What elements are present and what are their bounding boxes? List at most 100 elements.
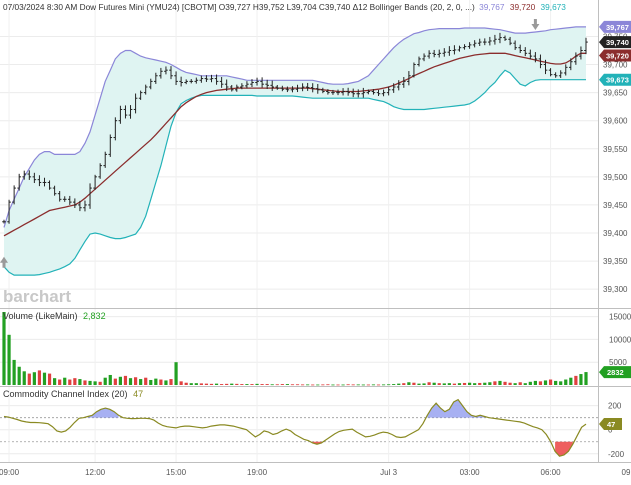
last-price-badge-text: 39,740 xyxy=(606,38,629,47)
price-bar xyxy=(508,36,512,46)
volume-bar xyxy=(311,384,315,386)
volume-bar xyxy=(98,381,102,385)
volume-bar xyxy=(58,379,62,385)
volume-bar xyxy=(407,382,411,385)
volume-bar xyxy=(78,379,82,385)
price-bar xyxy=(417,56,421,67)
volume-bar xyxy=(2,312,6,385)
middle-band-badge-text: 39,720 xyxy=(606,52,629,61)
volume-bar xyxy=(346,384,350,386)
volume-bar xyxy=(214,383,219,385)
price-header: 07/03/2024 8:30 AM Dow Futures Mini (YMU… xyxy=(3,2,566,12)
time-axis: 09:00 12:00 15:00 19:00 Jul 3 03:00 06:00 09:00 xyxy=(0,468,631,477)
volume-bar xyxy=(240,384,244,385)
price-bar xyxy=(396,80,401,91)
volume-axis-label: 10000 xyxy=(609,335,631,344)
last-price-badge-shape xyxy=(599,36,631,49)
volume-bar xyxy=(427,382,431,385)
volume-bar xyxy=(225,383,229,385)
time-axis-label: 09:00 xyxy=(622,468,631,477)
volume-bar xyxy=(402,383,406,385)
volume-bars xyxy=(2,312,588,386)
volume-bar xyxy=(22,371,26,385)
volume-bar xyxy=(37,370,42,385)
volume-bar xyxy=(331,384,335,386)
volume-bar xyxy=(366,384,370,386)
cci-oversold-fill xyxy=(312,441,322,445)
price-bar xyxy=(78,200,82,212)
volume-last-badge-text: 2832 xyxy=(607,368,624,377)
volume-bar xyxy=(108,374,112,385)
volume-bar xyxy=(321,384,325,386)
volume-bar xyxy=(42,372,47,385)
price-bar xyxy=(37,175,42,187)
volume-bar xyxy=(457,383,462,385)
volume-bar xyxy=(12,359,16,385)
cci-title-value: 47 xyxy=(133,389,143,399)
price-bar xyxy=(159,67,163,79)
price-axis-label: 39,300 xyxy=(603,285,628,294)
price-bar xyxy=(280,85,285,92)
volume-bar xyxy=(295,384,300,386)
volume-bar xyxy=(230,383,234,385)
volume-bar xyxy=(462,382,467,385)
volume-bar xyxy=(488,382,492,385)
price-bar xyxy=(326,89,330,95)
lower-band-badge-shape xyxy=(599,73,631,86)
volume-bar xyxy=(144,377,148,385)
volume-bar xyxy=(452,383,457,385)
price-bar xyxy=(523,47,528,57)
volume-bar xyxy=(351,384,355,386)
price-bar xyxy=(62,196,67,202)
cci-line xyxy=(3,398,587,457)
volume-bar xyxy=(285,384,290,385)
price-bar xyxy=(533,52,538,63)
volume-bar xyxy=(513,383,517,385)
volume-bar xyxy=(133,377,138,385)
price-axis-label: 39,650 xyxy=(603,89,628,98)
price-bar xyxy=(351,88,355,98)
price-bar xyxy=(169,66,173,80)
price-axis-label: 39,500 xyxy=(603,173,628,182)
volume-bar xyxy=(316,384,320,386)
volume-bar xyxy=(179,381,183,385)
volume-bar xyxy=(478,382,482,385)
volume-bar xyxy=(437,383,441,385)
volume-axis-label: 5000 xyxy=(609,358,627,367)
volume-bar xyxy=(53,378,57,385)
price-bar xyxy=(290,86,295,93)
middle-band-badge-shape xyxy=(599,49,631,62)
volume-bar xyxy=(235,383,239,385)
upper-band-badge: 39,767 xyxy=(599,20,631,33)
volume-pane xyxy=(0,308,598,386)
price-bar xyxy=(569,58,573,71)
price-bar xyxy=(57,190,62,202)
price-bar xyxy=(386,86,391,96)
price-bar xyxy=(437,49,442,58)
volume-bar xyxy=(432,382,436,385)
price-bar xyxy=(422,53,426,62)
volume-bar xyxy=(204,383,209,385)
price-bar xyxy=(558,70,563,79)
price-bar xyxy=(503,35,507,41)
volume-bar xyxy=(422,383,426,385)
price-bar xyxy=(103,151,108,168)
price-bar xyxy=(371,89,376,95)
volume-bar xyxy=(169,379,173,385)
price-bar xyxy=(83,200,87,212)
price-bar xyxy=(381,89,386,97)
sell-arrow-icon xyxy=(531,18,540,30)
volume-bar xyxy=(154,378,158,385)
price-bar xyxy=(579,46,583,60)
middle-band-line xyxy=(3,52,586,237)
volume-bar xyxy=(300,384,305,386)
volume-bar xyxy=(473,383,477,385)
volume-bar xyxy=(508,382,512,385)
volume-last-badge: 2832 xyxy=(599,366,631,379)
price-bar xyxy=(300,83,305,92)
volume-bar xyxy=(209,383,214,385)
volume-bar xyxy=(123,375,128,385)
volume-bar xyxy=(63,377,67,385)
price-bar xyxy=(553,72,558,78)
price-bar xyxy=(189,79,194,84)
